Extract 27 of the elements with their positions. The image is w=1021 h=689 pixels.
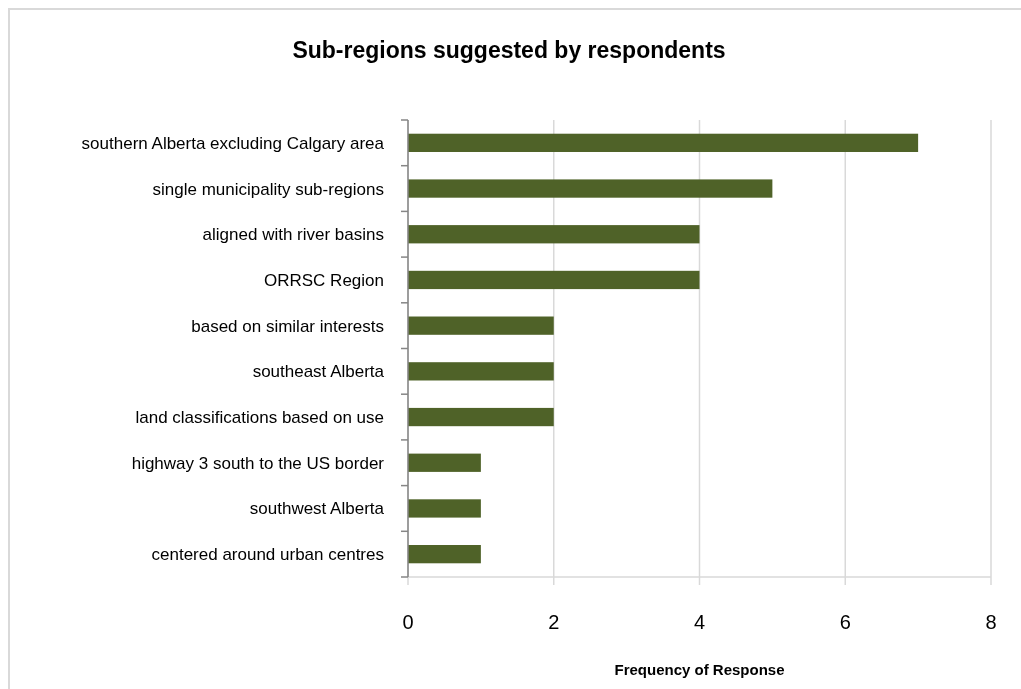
y-tick-label: southeast Alberta (252, 362, 385, 382)
y-tick-label: ORRSC Region (264, 270, 384, 290)
bar (408, 225, 700, 244)
y-tick-label: based on similar interests (191, 316, 384, 336)
y-tick-label: southern Alberta excluding Calgary area (81, 133, 385, 153)
x-tick-label: 4 (693, 611, 706, 633)
x-tick-label: 0 (402, 611, 414, 633)
y-tick-label: aligned with river basins (202, 225, 384, 245)
bar (408, 499, 481, 518)
bar (408, 545, 481, 564)
y-tick-label: land classifications based on use (135, 408, 384, 428)
bar (408, 133, 919, 152)
x-axis-title: Frequency of Response (614, 661, 785, 678)
bar (408, 362, 554, 381)
x-tick-label: 8 (985, 611, 997, 633)
bar (408, 407, 554, 427)
y-tick-label: highway 3 south to the US border (131, 453, 385, 473)
bar (408, 453, 481, 472)
y-tick-label: single municipality sub-regions (152, 179, 384, 199)
bar (408, 179, 773, 198)
x-tick-label: 6 (839, 611, 851, 633)
x-tick-label: 2 (548, 611, 560, 633)
chart-title: Sub-regions suggested by respondents (292, 37, 726, 63)
bar (408, 270, 700, 290)
bar (408, 316, 554, 335)
y-tick-label: centered around urban centres (151, 545, 384, 565)
y-tick-label: southwest Alberta (249, 499, 385, 519)
